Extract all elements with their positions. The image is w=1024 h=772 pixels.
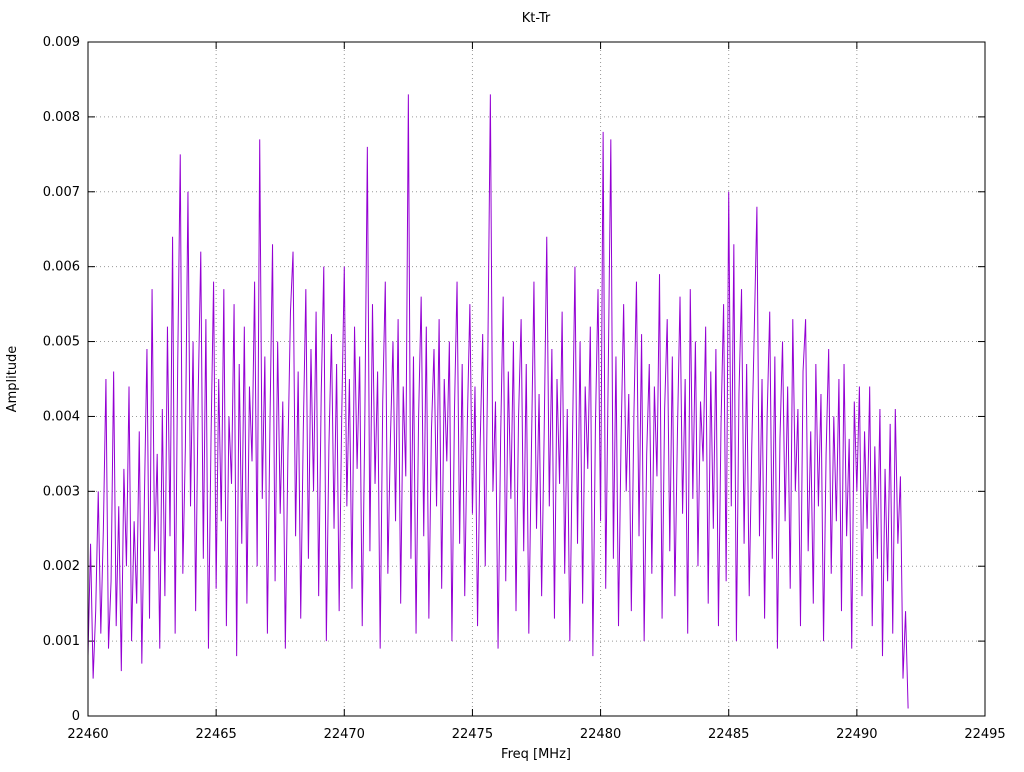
x-tick-label: 22465 [195,727,236,742]
data-series [87,94,909,709]
y-axis-label: Amplitude [5,346,20,413]
y-tick-label: 0 [72,709,80,724]
series-line [87,94,909,709]
y-tick-label: 0.002 [43,559,80,574]
y-tick-label: 0.005 [43,335,80,350]
x-tick-label: 22490 [836,727,877,742]
x-tick-label: 22480 [580,727,621,742]
x-tick-label: 22485 [708,727,749,742]
y-tick-label: 0.001 [43,634,80,649]
x-axis-label: Freq [MHz] [501,747,571,762]
x-tick-label: 22460 [67,727,108,742]
x-tick-label: 22475 [452,727,493,742]
y-tick-label: 0.008 [43,110,80,125]
y-tick-label: 0.009 [43,35,80,50]
tick-labels: 22460 22465 22470 22475 22480 22485 22490 22495… [43,35,1006,742]
y-tick-label: 0.004 [43,409,80,424]
x-tick-label: 22470 [324,727,365,742]
chart-title: Kt-Tr [522,11,551,26]
x-tick-label: 22495 [964,727,1005,742]
plot-border [87,41,986,717]
y-tick-label: 0.007 [43,185,80,200]
y-tick-label: 0.006 [43,260,80,275]
y-tick-label: 0.003 [43,484,80,499]
